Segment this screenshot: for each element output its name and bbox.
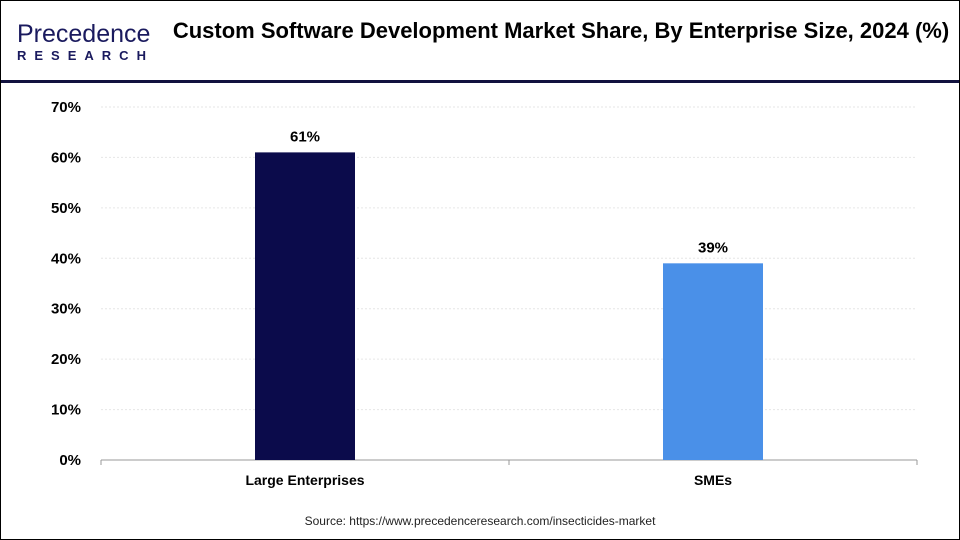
y-tick-label: 50% [51, 200, 81, 217]
logo: Precedence RESEARCH [17, 21, 157, 63]
y-tick-label: 0% [59, 452, 81, 469]
x-tick-label: Large Enterprises [245, 472, 364, 488]
logo-subtext: RESEARCH [17, 48, 154, 63]
y-tick-label: 40% [51, 250, 81, 267]
data-label: 61% [290, 128, 320, 145]
logo-text: Precedence [17, 20, 151, 48]
y-tick-label: 10% [51, 402, 81, 419]
bar [663, 263, 763, 460]
x-tick-label: SMEs [694, 472, 732, 488]
data-label: 39% [698, 239, 728, 256]
y-tick-label: 30% [51, 301, 81, 318]
source-note: Source: https://www.precedenceresearch.c… [304, 514, 656, 528]
chart-title: Custom Software Development Market Share… [172, 18, 950, 43]
y-tick-label: 20% [51, 351, 81, 368]
y-tick-label: 70% [51, 99, 81, 116]
bar [255, 152, 355, 460]
header-divider [1, 80, 959, 83]
y-tick-label: 60% [51, 149, 81, 166]
